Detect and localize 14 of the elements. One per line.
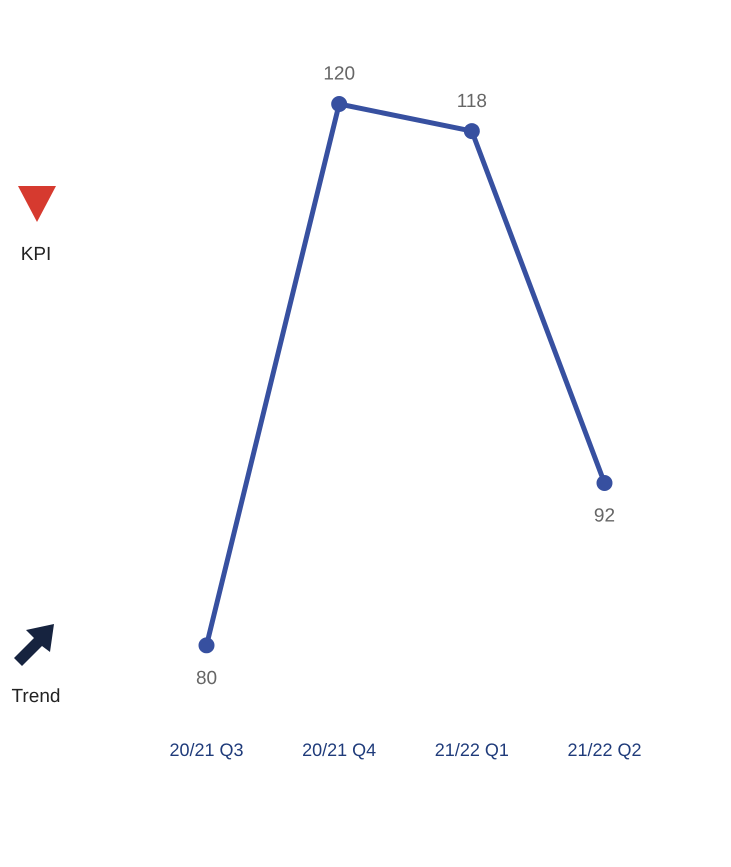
x-tick-label: 21/22 Q1 bbox=[434, 740, 509, 760]
point bbox=[331, 96, 348, 112]
point bbox=[464, 123, 480, 140]
point bbox=[198, 637, 215, 654]
x-tick-label: 21/22 Q2 bbox=[567, 740, 642, 760]
data-label: 80 bbox=[196, 668, 218, 690]
data-label: 118 bbox=[456, 90, 487, 112]
x-tick-label: 20/21 Q4 bbox=[302, 740, 376, 760]
data-label: 120 bbox=[323, 64, 356, 85]
text: Trend bbox=[10, 686, 62, 708]
point bbox=[596, 474, 612, 491]
x-tick-label: 20/21 Q3 bbox=[169, 740, 244, 760]
text: KPI bbox=[20, 244, 52, 266]
data-label: 92 bbox=[594, 506, 616, 527]
